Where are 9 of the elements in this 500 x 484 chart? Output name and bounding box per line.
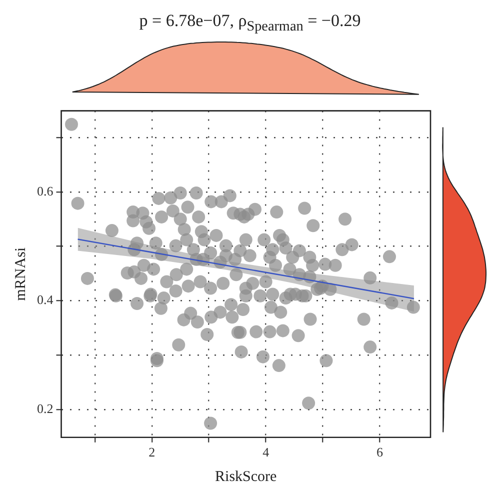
x-tick-label: 6 bbox=[376, 444, 384, 460]
y-tick-label: 0.4 bbox=[37, 292, 54, 308]
y-tick-label: 0.2 bbox=[37, 401, 54, 416]
x-tick-label: 2 bbox=[148, 444, 156, 460]
y-tick-label: 0.6 bbox=[37, 183, 54, 198]
x-axis-title: RiskScore bbox=[215, 468, 278, 484]
y-axis-title: mRNAsi bbox=[12, 247, 29, 301]
x-tick-label: 4 bbox=[262, 444, 270, 460]
chart-title: p = 6.78e−07, ρ$_{Spearman}$ = −0.29 bbox=[138, 10, 362, 34]
